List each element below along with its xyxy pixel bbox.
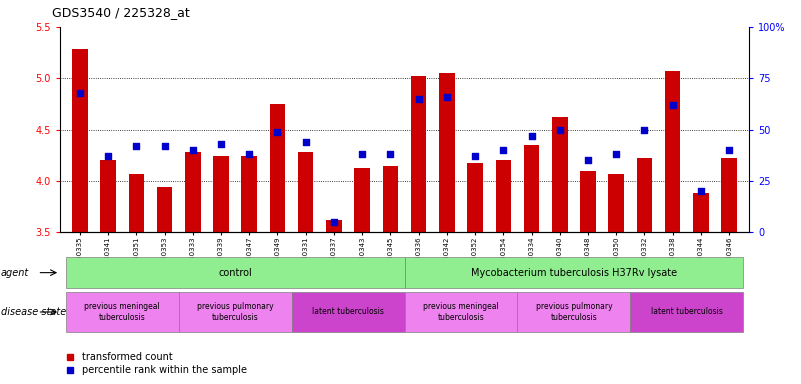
Point (300, 139, 312, 145)
Bar (496, 161, 511, 232)
Bar (630, 292, 743, 332)
Text: previous pulmonary
tuberculosis: previous pulmonary tuberculosis (536, 302, 612, 322)
Text: previous meningeal
tuberculosis: previous meningeal tuberculosis (84, 302, 160, 322)
Bar (552, 117, 568, 232)
Point (243, 151, 256, 157)
Text: disease state: disease state (1, 307, 66, 317)
Bar (580, 171, 596, 232)
Point (441, 94, 453, 100)
Bar (439, 73, 455, 232)
Bar (665, 71, 681, 232)
Bar (241, 156, 257, 232)
Point (469, 153, 481, 159)
Bar (693, 193, 709, 232)
Bar (405, 292, 517, 332)
Bar (637, 158, 652, 232)
Text: Mycobacterium tuberculosis H37Rv lysate: Mycobacterium tuberculosis H37Rv lysate (471, 268, 677, 278)
Point (384, 151, 396, 157)
Bar (609, 174, 624, 232)
Bar (292, 292, 405, 332)
Point (582, 157, 594, 164)
Point (413, 96, 425, 102)
Point (666, 102, 679, 108)
Point (215, 141, 227, 147)
Point (610, 151, 622, 157)
Point (74, 89, 87, 96)
Bar (326, 220, 342, 232)
Bar (179, 292, 292, 332)
Legend: transformed count, percentile rank within the sample: transformed count, percentile rank withi… (61, 348, 252, 379)
Point (187, 147, 199, 153)
Point (328, 219, 340, 225)
Point (158, 143, 171, 149)
Point (271, 129, 284, 135)
Point (356, 151, 368, 157)
Point (694, 188, 707, 194)
Bar (467, 164, 483, 232)
Bar (72, 50, 87, 232)
Text: control: control (218, 268, 252, 278)
Bar (66, 257, 405, 288)
Text: latent tuberculosis: latent tuberculosis (651, 308, 723, 316)
Point (497, 147, 509, 153)
Text: GDS3540 / 225328_at: GDS3540 / 225328_at (52, 6, 190, 19)
Bar (722, 158, 737, 232)
Bar (270, 104, 285, 232)
Point (102, 153, 115, 159)
Bar (524, 145, 539, 232)
Bar (354, 167, 370, 232)
Bar (405, 257, 743, 288)
Bar (128, 174, 144, 232)
Point (553, 126, 566, 132)
Bar (411, 76, 426, 232)
Point (723, 147, 735, 153)
Bar (100, 161, 116, 232)
Point (638, 126, 651, 132)
Point (525, 133, 538, 139)
Bar (66, 292, 179, 332)
Bar (383, 166, 398, 232)
Point (130, 143, 143, 149)
Text: previous meningeal
tuberculosis: previous meningeal tuberculosis (423, 302, 499, 322)
Bar (517, 292, 630, 332)
Text: agent: agent (1, 268, 29, 278)
Text: previous pulmonary
tuberculosis: previous pulmonary tuberculosis (197, 302, 273, 322)
Text: latent tuberculosis: latent tuberculosis (312, 308, 384, 316)
Bar (213, 156, 229, 232)
Bar (298, 152, 313, 232)
Bar (185, 152, 200, 232)
Bar (157, 187, 172, 232)
